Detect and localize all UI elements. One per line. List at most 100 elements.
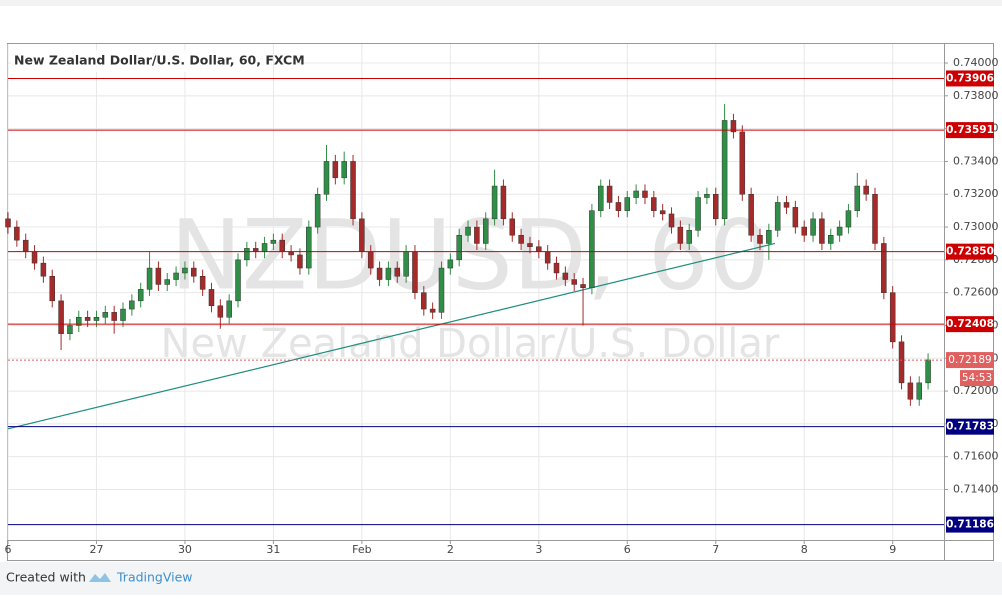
candle-body — [845, 210, 852, 228]
candle-body — [713, 193, 719, 220]
candle-body — [129, 300, 135, 310]
candle-body — [173, 272, 179, 280]
candle-body — [84, 317, 91, 321]
watermark-subtitle: New Zealand Dollar/U.S. Dollar — [161, 321, 780, 367]
candle-body — [686, 230, 692, 244]
candle-body — [376, 267, 383, 280]
logo-icon — [89, 573, 111, 582]
y-tick-label: 0.74000 — [953, 56, 999, 69]
countdown: 54:53 — [962, 372, 992, 384]
axis: 0.714000.716000.718000.720000.722000.724… — [5, 56, 999, 556]
candle-body — [757, 234, 763, 244]
x-tick-label: 6 — [624, 543, 631, 556]
candle-body — [544, 251, 551, 264]
candle-body — [67, 325, 73, 334]
candle-body — [93, 317, 100, 321]
logo[interactable]: TradingView — [89, 570, 193, 585]
candle-body — [828, 234, 834, 244]
candle-body — [651, 197, 657, 211]
x-tick-label: Feb — [352, 543, 371, 556]
candle-body — [907, 382, 914, 400]
candle-body — [881, 243, 887, 293]
candle-body — [429, 308, 436, 313]
candle-body — [208, 289, 215, 307]
trendline — [7, 242, 776, 430]
candle-body — [668, 213, 675, 228]
level-label-bg — [946, 243, 994, 260]
candle-body — [527, 243, 533, 247]
candle-body — [314, 193, 321, 228]
candle-body — [359, 218, 365, 252]
candle-body — [332, 161, 339, 179]
x-tick-label: 8 — [801, 543, 808, 556]
created-with: Created with — [6, 570, 86, 585]
level-label-bg — [946, 516, 994, 533]
level-label: 0.73591 — [946, 124, 994, 136]
candle-body — [925, 359, 931, 384]
candle-body — [748, 193, 754, 236]
candle-body — [120, 308, 126, 321]
candle-body — [854, 185, 861, 211]
candle-body — [22, 239, 29, 252]
y-tick-label: 0.71400 — [953, 482, 999, 495]
candle-body — [111, 312, 117, 321]
candle-body — [14, 226, 20, 241]
candle-body — [5, 218, 11, 228]
candle-body — [102, 312, 109, 318]
candle-body — [597, 185, 604, 211]
candle-body — [916, 382, 922, 400]
y-tick-label: 0.73000 — [953, 220, 999, 233]
level-label: 0.71783 — [946, 421, 994, 433]
level-label-bg — [946, 418, 994, 435]
candle-body — [306, 226, 312, 269]
candle-body — [491, 185, 498, 220]
candle-body — [642, 190, 648, 198]
candle-body — [412, 251, 418, 293]
candle-body — [482, 218, 489, 244]
x-tick-label: 31 — [266, 543, 280, 556]
candle-body — [872, 193, 878, 244]
candle-body — [137, 289, 144, 302]
candle-body — [766, 230, 772, 244]
candle-body — [217, 305, 224, 318]
candle-body — [509, 218, 516, 236]
candle-body — [863, 185, 869, 195]
candle-body — [421, 292, 427, 310]
y-tick-label: 0.73400 — [953, 154, 999, 167]
x-tick-label: 6 — [5, 543, 12, 556]
candle-body — [562, 272, 569, 280]
candle-body — [323, 161, 330, 195]
candle-body — [774, 202, 781, 231]
x-tick-label: 9 — [889, 543, 896, 556]
candle-body — [394, 267, 401, 277]
candle-body — [536, 246, 542, 252]
candle-body — [571, 279, 577, 285]
candle-body — [279, 239, 286, 252]
candle-body — [721, 120, 728, 220]
candle-body — [553, 262, 560, 274]
current-price-label: 0.72189 — [948, 354, 991, 366]
candle-body — [199, 276, 206, 290]
brand[interactable]: TradingView — [116, 570, 193, 585]
x-tick-label: 27 — [89, 543, 103, 556]
level-label-bg — [946, 316, 994, 333]
y-tick-label: 0.73200 — [953, 187, 999, 200]
candle-body — [261, 243, 268, 252]
candle-body — [704, 193, 710, 198]
candle-body — [49, 276, 55, 302]
chart-title: New Zealand Dollar/U.S. Dollar, 60, FXCM — [14, 53, 305, 68]
candle-body — [783, 202, 790, 208]
y-tick-label: 0.71600 — [953, 450, 999, 463]
candle-body — [739, 131, 746, 195]
candle-body — [367, 251, 374, 269]
candle-body — [341, 161, 347, 179]
candle-body — [164, 279, 170, 285]
candle-body — [810, 218, 816, 236]
candle-body — [456, 234, 462, 261]
candle-body — [615, 202, 622, 211]
level-label: 0.71186 — [946, 519, 994, 531]
candle-body — [403, 251, 409, 277]
candle-body — [226, 300, 232, 318]
